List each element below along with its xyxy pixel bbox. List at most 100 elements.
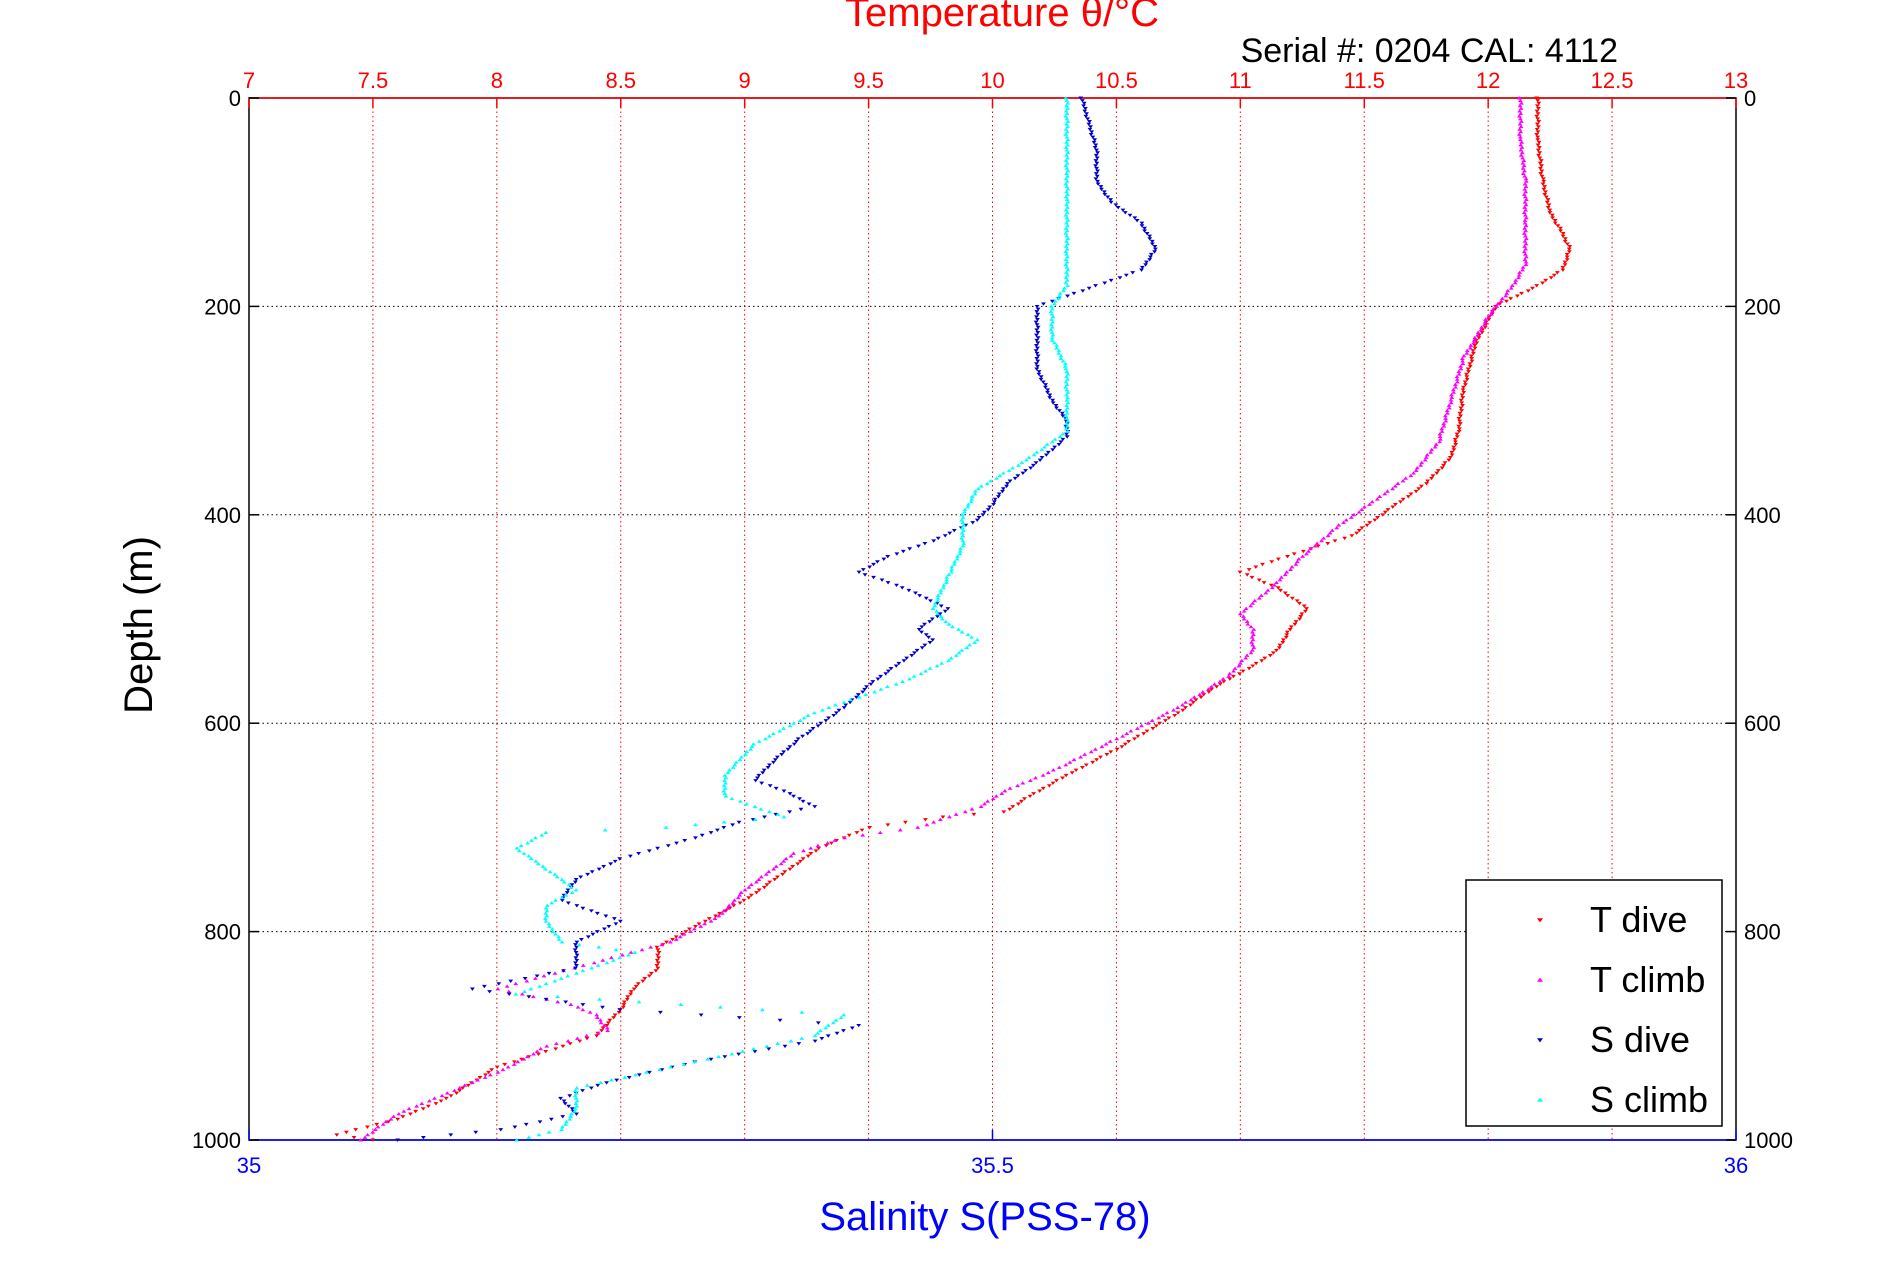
data-point [1033, 461, 1039, 465]
data-point [541, 973, 547, 978]
data-point [777, 729, 783, 733]
data-point [1063, 257, 1069, 261]
data-point [763, 736, 768, 741]
data-point [775, 875, 780, 879]
data-point [1152, 247, 1158, 252]
data-point [1519, 101, 1524, 105]
data-point [1517, 270, 1523, 274]
data-point [699, 833, 705, 838]
data-point [546, 971, 552, 976]
data-point [1469, 359, 1475, 364]
data-point [1536, 101, 1542, 106]
tick-label-top: 13 [1724, 68, 1748, 93]
data-point [598, 1020, 604, 1025]
data-point [1065, 200, 1071, 204]
data-point [1521, 210, 1527, 215]
data-point [721, 820, 727, 824]
data-point [800, 734, 805, 739]
data-point [893, 664, 899, 668]
data-point [1117, 276, 1123, 280]
data-point [788, 854, 794, 858]
data-point [959, 518, 965, 522]
data-point [1555, 224, 1561, 228]
data-point [358, 1138, 363, 1142]
data-point [665, 844, 671, 848]
data-point [1148, 252, 1154, 257]
data-point [1539, 174, 1545, 179]
data-point [787, 792, 793, 796]
data-point [744, 802, 749, 806]
data-point [730, 823, 736, 827]
data-point [975, 486, 981, 491]
data-point [1462, 380, 1468, 384]
data-point [1452, 437, 1458, 442]
tick-label-depth-right: 200 [1744, 294, 1781, 319]
data-point [815, 1021, 821, 1025]
data-point [767, 784, 773, 788]
data-point [818, 721, 824, 726]
data-point [1482, 320, 1488, 324]
tick-label-depth-left: 200 [204, 294, 241, 319]
data-point [939, 617, 945, 621]
data-point [938, 604, 944, 608]
data-point [544, 914, 550, 918]
data-point [1064, 382, 1070, 386]
data-point [1314, 541, 1320, 545]
data-point [545, 903, 550, 907]
data-point [969, 497, 975, 501]
data-point [756, 888, 762, 892]
data-point [960, 538, 966, 543]
data-point [985, 799, 991, 803]
data-point [573, 888, 579, 892]
data-point [798, 807, 804, 812]
data-point [585, 935, 591, 939]
data-point [1061, 288, 1066, 293]
data-point [1256, 596, 1262, 600]
series-s-dive [395, 96, 1158, 1142]
data-point [922, 622, 927, 627]
legend-marker [1537, 1097, 1543, 1102]
data-point [601, 927, 607, 931]
data-point [1191, 695, 1197, 699]
data-point [1545, 205, 1551, 210]
data-point [1147, 234, 1153, 238]
data-point [1089, 130, 1095, 134]
data-point [860, 568, 866, 572]
data-point [870, 680, 876, 684]
data-point [374, 1122, 380, 1127]
data-point [602, 828, 608, 832]
data-point [1457, 427, 1462, 431]
data-point [1536, 125, 1541, 129]
data-point [1467, 362, 1473, 366]
data-point [1052, 299, 1058, 303]
data-point [965, 632, 971, 637]
data-point [625, 995, 631, 999]
data-point [1519, 150, 1525, 155]
data-point [1470, 349, 1476, 353]
data-point [931, 820, 937, 824]
data-point [1280, 641, 1286, 645]
data-point [1099, 744, 1105, 749]
data-point [1052, 340, 1057, 345]
data-point [1522, 221, 1528, 225]
data-point [1049, 330, 1055, 334]
data-point [1455, 380, 1460, 384]
data-point [516, 848, 522, 853]
data-point [1519, 119, 1524, 123]
data-point [386, 1120, 391, 1124]
data-point [1050, 333, 1056, 337]
data-point [1482, 322, 1487, 327]
data-point [1034, 315, 1039, 319]
data-point [947, 531, 953, 535]
data-point [635, 982, 641, 986]
data-point [1087, 120, 1092, 124]
data-point [1163, 719, 1168, 723]
data-point [961, 541, 967, 545]
data-point [903, 820, 908, 825]
data-point [1166, 716, 1172, 720]
data-point [1321, 536, 1327, 540]
data-point [805, 713, 811, 717]
data-point [778, 861, 784, 866]
data-point [496, 982, 502, 986]
data-point [1454, 432, 1460, 436]
